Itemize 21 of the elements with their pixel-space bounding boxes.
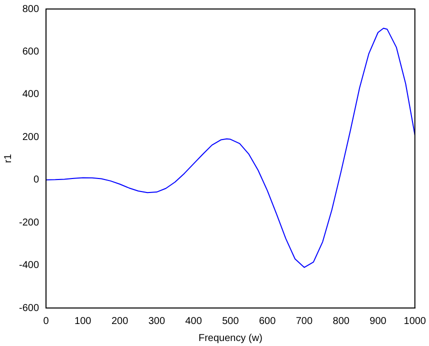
- x-tick-label: 100: [74, 316, 92, 327]
- x-tick-label: 1000: [404, 316, 426, 327]
- x-tick-label: 700: [296, 316, 313, 327]
- x-tick-label: 800: [332, 316, 350, 327]
- x-tick-label: 200: [111, 316, 129, 327]
- x-tick-label: 500: [222, 316, 240, 327]
- x-axis-title: Frequency (w): [198, 332, 262, 344]
- x-tick-label: 400: [185, 316, 202, 327]
- x-tick-label: 900: [370, 316, 387, 327]
- y-axis-title: r1: [2, 154, 14, 163]
- y-tick-label: 400: [22, 89, 40, 100]
- y-tick-label: 800: [22, 4, 40, 15]
- y-tick-label: 600: [22, 46, 40, 58]
- y-tick-label: -400: [19, 260, 40, 272]
- x-tick-label: 600: [258, 316, 276, 327]
- x-tick-label: 0: [43, 316, 50, 327]
- y-tick-label: -200: [19, 217, 40, 228]
- y-tick-label: -600: [19, 302, 40, 314]
- y-tick-label: 200: [22, 132, 40, 143]
- y-tick-label: 0: [33, 174, 40, 186]
- x-tick-label: 300: [148, 316, 166, 327]
